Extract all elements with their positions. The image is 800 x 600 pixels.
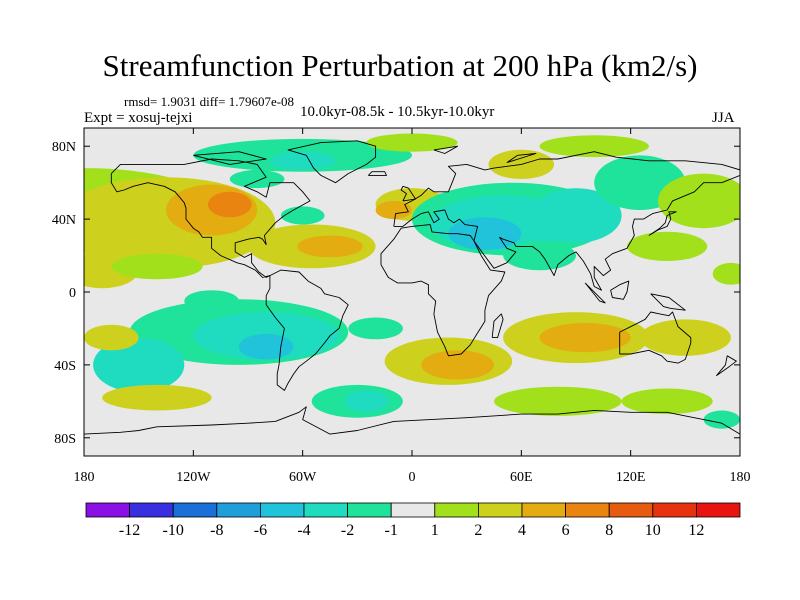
contour-arctic-pos3 [539, 135, 649, 158]
contour-satl-pos-core [421, 350, 494, 380]
contour-wpac-pos [627, 231, 708, 261]
contour-aus-pos [639, 319, 731, 356]
coast-svalbard [433, 145, 459, 154]
contour-nat-neg [280, 206, 325, 225]
colorbar-label: 12 [688, 522, 704, 539]
colorbar-swatch [129, 502, 174, 518]
colorbar-label: 4 [518, 522, 526, 539]
experiment-label: Expt = xosuj-tejxi [84, 110, 193, 126]
chart-title: Streamfunction Perturbation at 200 hPa (… [102, 48, 698, 83]
coastlines [84, 140, 740, 435]
contour-eu-pos-core [375, 200, 412, 220]
contour-asia-neg-core [448, 217, 522, 251]
coast-arctic-islands [193, 151, 267, 165]
contour-asia-neg-east [530, 188, 622, 243]
coast-borneo [610, 280, 630, 300]
colorbar-label: -12 [119, 522, 140, 539]
contour-so-neg2 [703, 410, 740, 429]
coast-new-guinea [650, 293, 686, 311]
y-tick-label: 80N [52, 140, 76, 155]
y-tick-label: 40S [54, 359, 76, 374]
y-tick-label: 40N [52, 213, 76, 228]
contour-na-pos-core [207, 191, 252, 218]
coast-sumatra [584, 282, 606, 304]
colorbar-label: 2 [474, 522, 482, 539]
colorbar-label: -8 [210, 522, 223, 539]
colorbar-swatch [565, 502, 610, 518]
contour-sa-neg-core [238, 333, 294, 360]
contour-atl-neg [348, 317, 403, 340]
colorbar-label: -10 [163, 522, 184, 539]
stats-label: rmsd= 1.9031 diff= 1.79607e-08 [124, 94, 295, 109]
colorbar-swatch [521, 502, 566, 518]
colorbar-label: -1 [385, 522, 398, 539]
y-tick-label: 80S [54, 432, 76, 447]
colorbar-swatch [172, 502, 218, 518]
colorbar-label: 6 [562, 522, 570, 539]
contour-ind-pos-core [539, 323, 631, 353]
colorbar-label: -2 [341, 522, 354, 539]
contour-sp-pos2 [102, 384, 212, 411]
coast-madagascar [491, 313, 504, 339]
contour-field [84, 128, 740, 456]
colorbar-swatch [608, 502, 654, 518]
season-label: JJA [712, 110, 735, 126]
contour-hudson-neg [229, 169, 285, 189]
coast-eurasia [393, 151, 740, 291]
x-tick-label: 120W [176, 470, 211, 485]
coast-novaya-zemlya [506, 153, 537, 164]
contour-ind-neg [503, 241, 576, 271]
coast-australia [619, 311, 692, 364]
contour-arctic-pos [366, 133, 458, 152]
coast-africa [380, 224, 506, 357]
coast-greenland [287, 140, 377, 184]
colorbar-label: 8 [605, 522, 613, 539]
colorbar-swatch [696, 502, 741, 518]
colorbar-label: -6 [254, 522, 267, 539]
x-tick-label: 180 [730, 470, 751, 485]
colorbar-swatch [259, 502, 305, 518]
colorbar-label: 1 [431, 522, 439, 539]
contour-so-pos2 [621, 388, 713, 415]
x-tick-label: 180 [74, 470, 95, 485]
contour-so-pos [494, 386, 622, 416]
colorbar: -12 -10 -8 -6 -4 -2 -1 1 2 4 6 8 10 12 [85, 502, 741, 539]
contour-pacific-pos [658, 173, 740, 229]
x-tick-label: 120E [616, 470, 646, 485]
coast-new-zealand [715, 355, 737, 377]
contour-trop-pos-c [111, 253, 203, 280]
colorbar-swatch [652, 502, 697, 518]
colorbar-swatch [477, 502, 523, 518]
y-tick-label: 0 [69, 286, 76, 301]
colorbar-swatch [216, 502, 261, 518]
axis-ticks: 180 120W 60W 0 60E 120E 180 80N 40N 0 40S 80S [52, 128, 751, 485]
x-tick-label: 60E [510, 470, 533, 485]
colorbar-swatch [303, 502, 348, 518]
colorbar-swatch [85, 502, 130, 518]
x-tick-label: 0 [409, 470, 416, 485]
contour-sp-neg-core [116, 363, 161, 385]
contour-so-neg-core [344, 390, 389, 413]
x-tick-label: 60W [289, 470, 317, 485]
period-label: 10.0kyr-08.5k - 10.5kyr-10.0kyr [300, 104, 495, 120]
colorbar-swatch [434, 502, 479, 518]
colorbar-label: -4 [297, 522, 310, 539]
contour-arctic-neg-core [269, 151, 336, 170]
coast-japan [648, 211, 677, 236]
contour-sp-pos [84, 324, 139, 351]
coast-north-america [110, 158, 311, 278]
coast-antarctica [84, 406, 740, 435]
contour-pac-neg-e [184, 290, 239, 312]
coast-uk [400, 185, 417, 202]
colorbar-swatch [390, 502, 436, 518]
colorbar-swatch [347, 502, 392, 518]
coast-iceland [367, 171, 387, 176]
colorbar-label: 10 [645, 522, 661, 539]
contour-wpac-pos2 [712, 262, 740, 285]
contour-atl-pos-core [297, 235, 363, 258]
coast-south-america [265, 269, 349, 391]
